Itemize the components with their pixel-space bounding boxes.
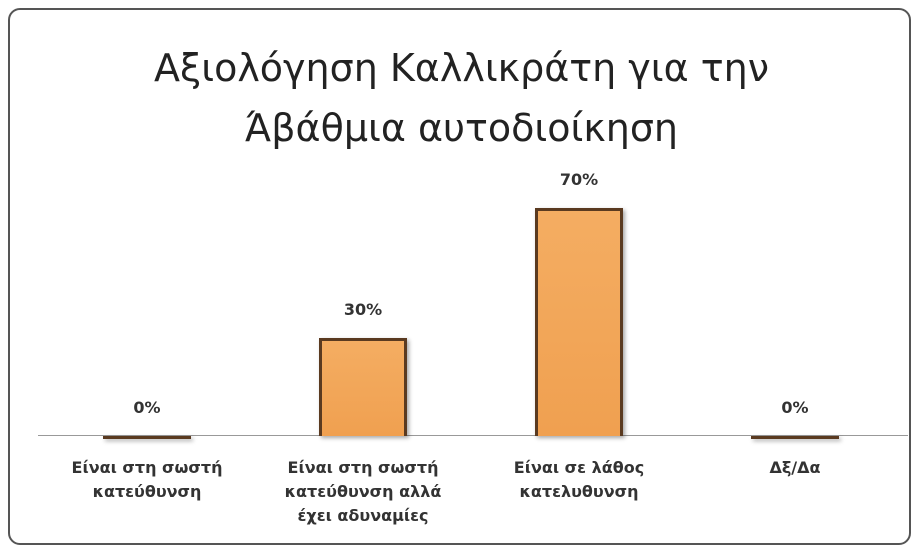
bar [751,436,839,439]
x-tick-label: Είναι σε λάθος κατελυθυνση [513,458,645,501]
value-label: 30% [343,300,383,320]
x-tick-label: Είναι στη σωστή κατεύθυνση [71,458,223,501]
chart-title: Αξιολόγηση Καλλικράτη για την Άβάθμια αυ… [154,46,769,150]
value-label: 70% [559,170,599,189]
x-tick-label: Είναι στη σωστή κατεύθυνση αλλά έχει αδυ… [284,458,442,525]
bar [535,208,623,436]
value-label: 0% [781,398,809,417]
x-tick-label: Δξ/Δα [769,458,821,477]
value-label: 0% [133,398,161,417]
chart-frame [8,8,911,545]
bar [103,436,191,439]
baseline [38,435,908,436]
bar [319,338,407,436]
